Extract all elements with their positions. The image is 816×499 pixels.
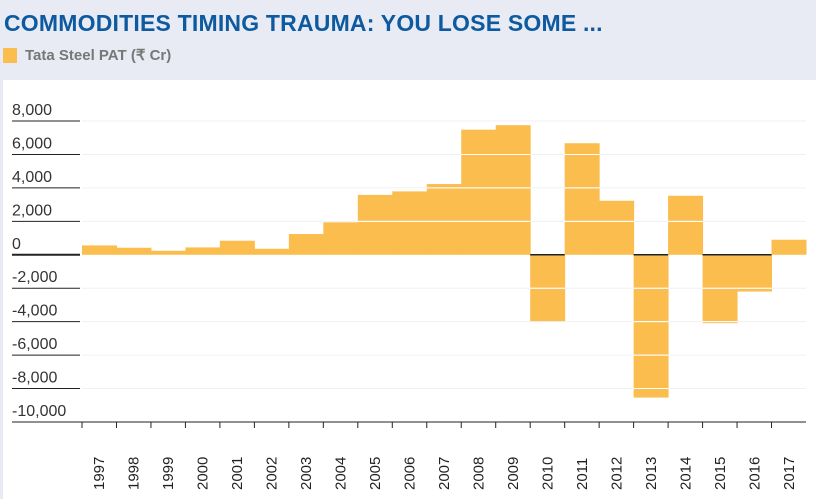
ytick-label: 8,000: [12, 102, 52, 119]
ytick-label: -4,000: [12, 303, 57, 320]
xtick-label: 2007: [436, 457, 453, 490]
bar-1997: [82, 245, 117, 255]
ytick-label: -10,000: [12, 403, 66, 420]
xtick-label: 1998: [126, 457, 143, 490]
bar-2013: [633, 254, 669, 398]
bar-2002: [254, 248, 290, 255]
bar-2016: [737, 254, 773, 292]
xtick-label: 2014: [677, 457, 694, 490]
xtick-label: 2013: [643, 457, 660, 490]
bar-2000: [185, 247, 221, 255]
ytick-label: 0: [12, 236, 21, 253]
legend-label: Tata Steel PAT (₹ Cr): [25, 47, 172, 64]
xtick-label: 2005: [367, 457, 384, 490]
xtick-label: 2003: [298, 457, 315, 490]
ytick-label: -8,000: [12, 370, 57, 387]
bar-1999: [150, 250, 186, 255]
xtick-label: 1997: [91, 457, 108, 490]
xtick-label: 2002: [264, 457, 281, 490]
xtick-label: 2012: [608, 457, 625, 490]
bar-2006: [392, 191, 428, 255]
chart-header: COMMODITIES TIMING TRAUMA: YOU LOSE SOME…: [0, 0, 816, 80]
bar-2014: [668, 195, 704, 255]
ytick-label: 2,000: [12, 202, 52, 219]
bar-2004: [323, 222, 359, 255]
ytick-label: 6,000: [12, 135, 52, 152]
xtick-label: 2017: [781, 457, 798, 490]
bar-2012: [599, 200, 635, 255]
bar-2008: [461, 129, 497, 255]
bar-2007: [426, 184, 462, 255]
xtick-label: 2001: [229, 457, 246, 490]
ytick-label: -6,000: [12, 336, 57, 353]
xtick-label: 2010: [539, 457, 556, 490]
xtick-label: 2006: [402, 457, 419, 490]
bar-2015: [702, 254, 738, 324]
bar-2005: [357, 194, 393, 255]
xtick-label: 2004: [333, 457, 350, 490]
xtick-label: 2000: [195, 457, 212, 490]
ytick-label: 4,000: [12, 169, 52, 186]
xtick-label: 2009: [505, 457, 522, 490]
legend: Tata Steel PAT (₹ Cr): [3, 46, 171, 64]
ytick-label: -2,000: [12, 269, 57, 286]
xtick-label: 2015: [712, 457, 729, 490]
bar-2011: [564, 143, 600, 255]
chart-title: COMMODITIES TIMING TRAUMA: YOU LOSE SOME…: [4, 10, 603, 36]
bar-2017: [771, 239, 807, 255]
bar-2009: [495, 125, 531, 255]
bar-2001: [219, 240, 255, 255]
left-edge: [0, 80, 3, 499]
bar-2003: [288, 234, 324, 255]
bar-1998: [116, 247, 152, 255]
xtick-label: 1999: [160, 457, 177, 490]
legend-swatch: [3, 47, 17, 63]
xtick-label: 2016: [746, 457, 763, 490]
xtick-label: 2011: [574, 458, 591, 490]
xtick-label: 2008: [470, 457, 487, 490]
